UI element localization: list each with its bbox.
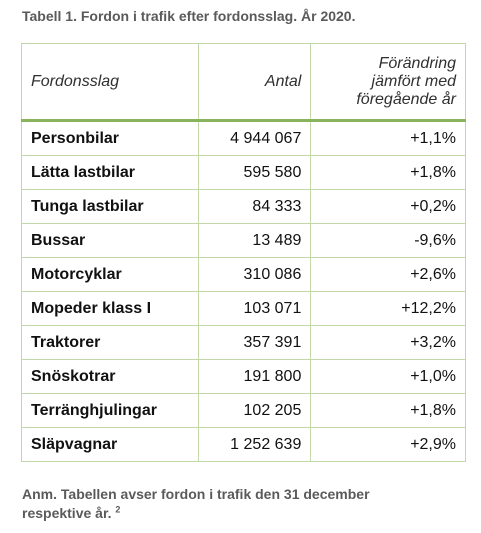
- cell-count: 13 489: [197, 223, 312, 258]
- header-vehicle-type: Fordonsslag: [21, 43, 199, 122]
- header-count: Antal: [197, 43, 312, 122]
- header-change-line2: jämfört med: [371, 72, 456, 90]
- cell-change: +2,6%: [310, 257, 466, 292]
- note-line1: Anm. Tabellen avser fordon i trafik den …: [22, 486, 370, 502]
- table-header: Fordonsslag Antal Förändring jämfört med…: [21, 43, 466, 122]
- cell-count: 102 205: [197, 393, 312, 428]
- cell-vehicle-type: Bussar: [21, 223, 199, 258]
- cell-vehicle-type: Släpvagnar: [21, 427, 199, 462]
- cell-vehicle-type: Traktorer: [21, 325, 199, 360]
- table-row: Mopeder klass I 103 071 +12,2%: [21, 291, 466, 326]
- cell-change: +2,9%: [310, 427, 466, 462]
- table-row: Lätta lastbilar 595 580 +1,8%: [21, 155, 466, 190]
- table-note: Anm. Tabellen avser fordon i trafik den …: [22, 485, 472, 523]
- table-row: Släpvagnar 1 252 639 +2,9%: [21, 427, 466, 462]
- header-row: Fordonsslag Antal Förändring jämfört med…: [21, 43, 466, 122]
- cell-count: 84 333: [197, 189, 312, 224]
- cell-count: 1 252 639: [197, 427, 312, 462]
- table-row: Motorcyklar 310 086 +2,6%: [21, 257, 466, 292]
- header-change-line3: föregående år: [356, 90, 456, 108]
- cell-vehicle-type: Lätta lastbilar: [21, 155, 199, 190]
- cell-count: 4 944 067: [197, 120, 312, 156]
- cell-vehicle-type: Personbilar: [21, 120, 199, 156]
- table-row: Snöskotrar 191 800 +1,0%: [21, 359, 466, 394]
- cell-vehicle-type: Tunga lastbilar: [21, 189, 199, 224]
- cell-change: +1,1%: [310, 120, 466, 156]
- table-caption: Tabell 1. Fordon i trafik efter fordonss…: [22, 8, 356, 24]
- cell-change: +3,2%: [310, 325, 466, 360]
- cell-vehicle-type: Snöskotrar: [21, 359, 199, 394]
- vehicles-table: Fordonsslag Antal Förändring jämfört med…: [21, 43, 466, 462]
- table-body: Personbilar 4 944 067 +1,1% Lätta lastbi…: [21, 120, 466, 462]
- cell-change: +1,8%: [310, 155, 466, 190]
- cell-count: 595 580: [197, 155, 312, 190]
- cell-vehicle-type: Mopeder klass I: [21, 291, 199, 326]
- cell-vehicle-type: Terränghjulingar: [21, 393, 199, 428]
- table-row: Personbilar 4 944 067 +1,1%: [21, 120, 466, 156]
- cell-change: -9,6%: [310, 223, 466, 258]
- cell-count: 357 391: [197, 325, 312, 360]
- note-line2: respektive år.: [22, 505, 112, 521]
- footnote-marker: 2: [115, 504, 121, 515]
- table-row: Bussar 13 489 -9,6%: [21, 223, 466, 258]
- header-change-line1: Förändring: [378, 54, 456, 72]
- cell-count: 103 071: [197, 291, 312, 326]
- header-change: Förändring jämfört med föregående år: [310, 43, 466, 122]
- cell-vehicle-type: Motorcyklar: [21, 257, 199, 292]
- table-row: Terränghjulingar 102 205 +1,8%: [21, 393, 466, 428]
- cell-change: +1,8%: [310, 393, 466, 428]
- cell-change: +12,2%: [310, 291, 466, 326]
- table-row: Traktorer 357 391 +3,2%: [21, 325, 466, 360]
- table-row: Tunga lastbilar 84 333 +0,2%: [21, 189, 466, 224]
- cell-count: 191 800: [197, 359, 312, 394]
- cell-change: +0,2%: [310, 189, 466, 224]
- cell-count: 310 086: [197, 257, 312, 292]
- cell-change: +1,0%: [310, 359, 466, 394]
